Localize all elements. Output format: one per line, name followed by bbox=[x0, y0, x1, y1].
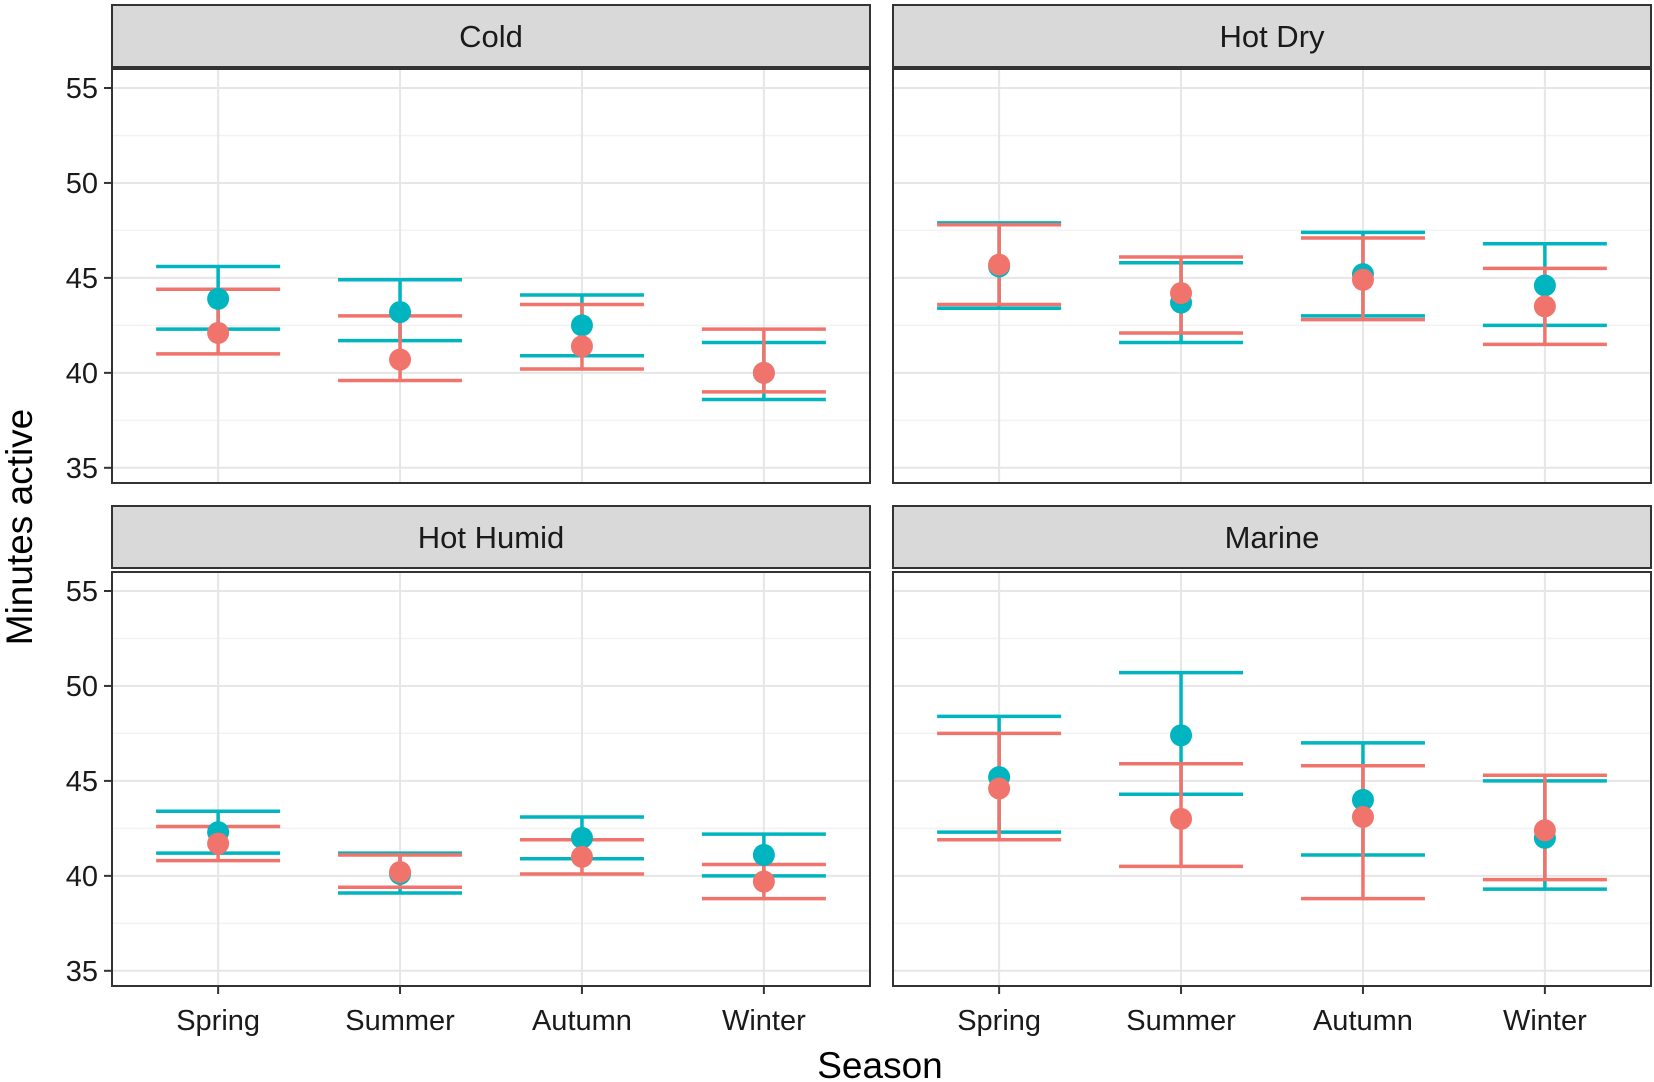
facets-layer: Cold 35 40 45 50 55 Hot Dry Hot Humid 35 40 45 50 55… bbox=[66, 4, 1652, 1037]
x-tick-label: Summer bbox=[1126, 1005, 1236, 1037]
panel-border bbox=[892, 68, 1652, 484]
data-point bbox=[1170, 282, 1193, 305]
data-point bbox=[570, 314, 593, 337]
data-point bbox=[1533, 274, 1556, 297]
facet-strip bbox=[111, 505, 871, 569]
y-tick-label: 40 bbox=[66, 358, 98, 390]
x-tick-label: Spring bbox=[957, 1005, 1041, 1037]
data-point bbox=[389, 861, 412, 884]
y-tick-label: 45 bbox=[66, 766, 98, 798]
facet-strip bbox=[892, 505, 1652, 569]
data-point bbox=[207, 832, 230, 855]
y-tick-label: 50 bbox=[66, 168, 98, 200]
data-point bbox=[207, 287, 230, 310]
data-point bbox=[988, 253, 1011, 276]
data-point bbox=[1533, 295, 1556, 318]
y-tick-label: 35 bbox=[66, 956, 98, 988]
facet-cold: Cold 35 40 45 50 55 bbox=[66, 4, 871, 485]
x-tick-label: Spring bbox=[176, 1005, 260, 1037]
y-tick-label: 35 bbox=[66, 453, 98, 485]
data-point bbox=[1351, 805, 1374, 828]
panel-background bbox=[112, 69, 870, 483]
facet-title: Cold bbox=[459, 19, 523, 54]
panel-background bbox=[893, 69, 1651, 483]
data-point bbox=[570, 335, 593, 358]
facet-title: Marine bbox=[1225, 520, 1320, 555]
data-point bbox=[752, 843, 775, 866]
data-point bbox=[570, 845, 593, 868]
data-point bbox=[752, 361, 775, 384]
data-point bbox=[752, 870, 775, 893]
y-tick-label: 45 bbox=[66, 263, 98, 295]
x-axis-title: Season bbox=[817, 1045, 943, 1082]
facet-title: Hot Dry bbox=[1219, 19, 1325, 54]
x-tick-label: Summer bbox=[345, 1005, 455, 1037]
facet-title: Hot Humid bbox=[418, 520, 564, 555]
data-point bbox=[1533, 819, 1556, 842]
facet-strip bbox=[892, 4, 1652, 68]
facet-marine: Marine Spring Summer Autumn Winter bbox=[892, 505, 1652, 1037]
data-point bbox=[1351, 268, 1374, 291]
panel-border bbox=[892, 571, 1652, 987]
y-tick-label: 40 bbox=[66, 861, 98, 893]
facet-hot-humid: Hot Humid 35 40 45 50 55 Spring Summer Autumn Win… bbox=[66, 505, 871, 1037]
data-point bbox=[389, 301, 412, 324]
data-point bbox=[1170, 807, 1193, 830]
panel-border bbox=[111, 571, 871, 987]
y-axis-title: Minutes active bbox=[0, 409, 40, 646]
x-tick-label: Winter bbox=[722, 1005, 806, 1037]
panel-border bbox=[111, 68, 871, 484]
data-point bbox=[207, 321, 230, 344]
panel-background bbox=[893, 572, 1651, 986]
data-point bbox=[570, 826, 593, 849]
x-tick-label: Winter bbox=[1503, 1005, 1587, 1037]
x-tick-label: Autumn bbox=[1313, 1005, 1413, 1037]
data-point bbox=[1170, 724, 1193, 747]
data-point bbox=[1351, 788, 1374, 811]
data-point bbox=[988, 777, 1011, 800]
panel-background bbox=[112, 572, 870, 986]
y-tick-label: 55 bbox=[66, 576, 98, 608]
x-tick-label: Autumn bbox=[532, 1005, 632, 1037]
data-point bbox=[389, 348, 412, 371]
facet-strip bbox=[111, 4, 871, 68]
y-tick-label: 50 bbox=[66, 671, 98, 703]
facet-hot-dry: Hot Dry bbox=[892, 4, 1652, 484]
y-tick-label: 55 bbox=[66, 73, 98, 105]
